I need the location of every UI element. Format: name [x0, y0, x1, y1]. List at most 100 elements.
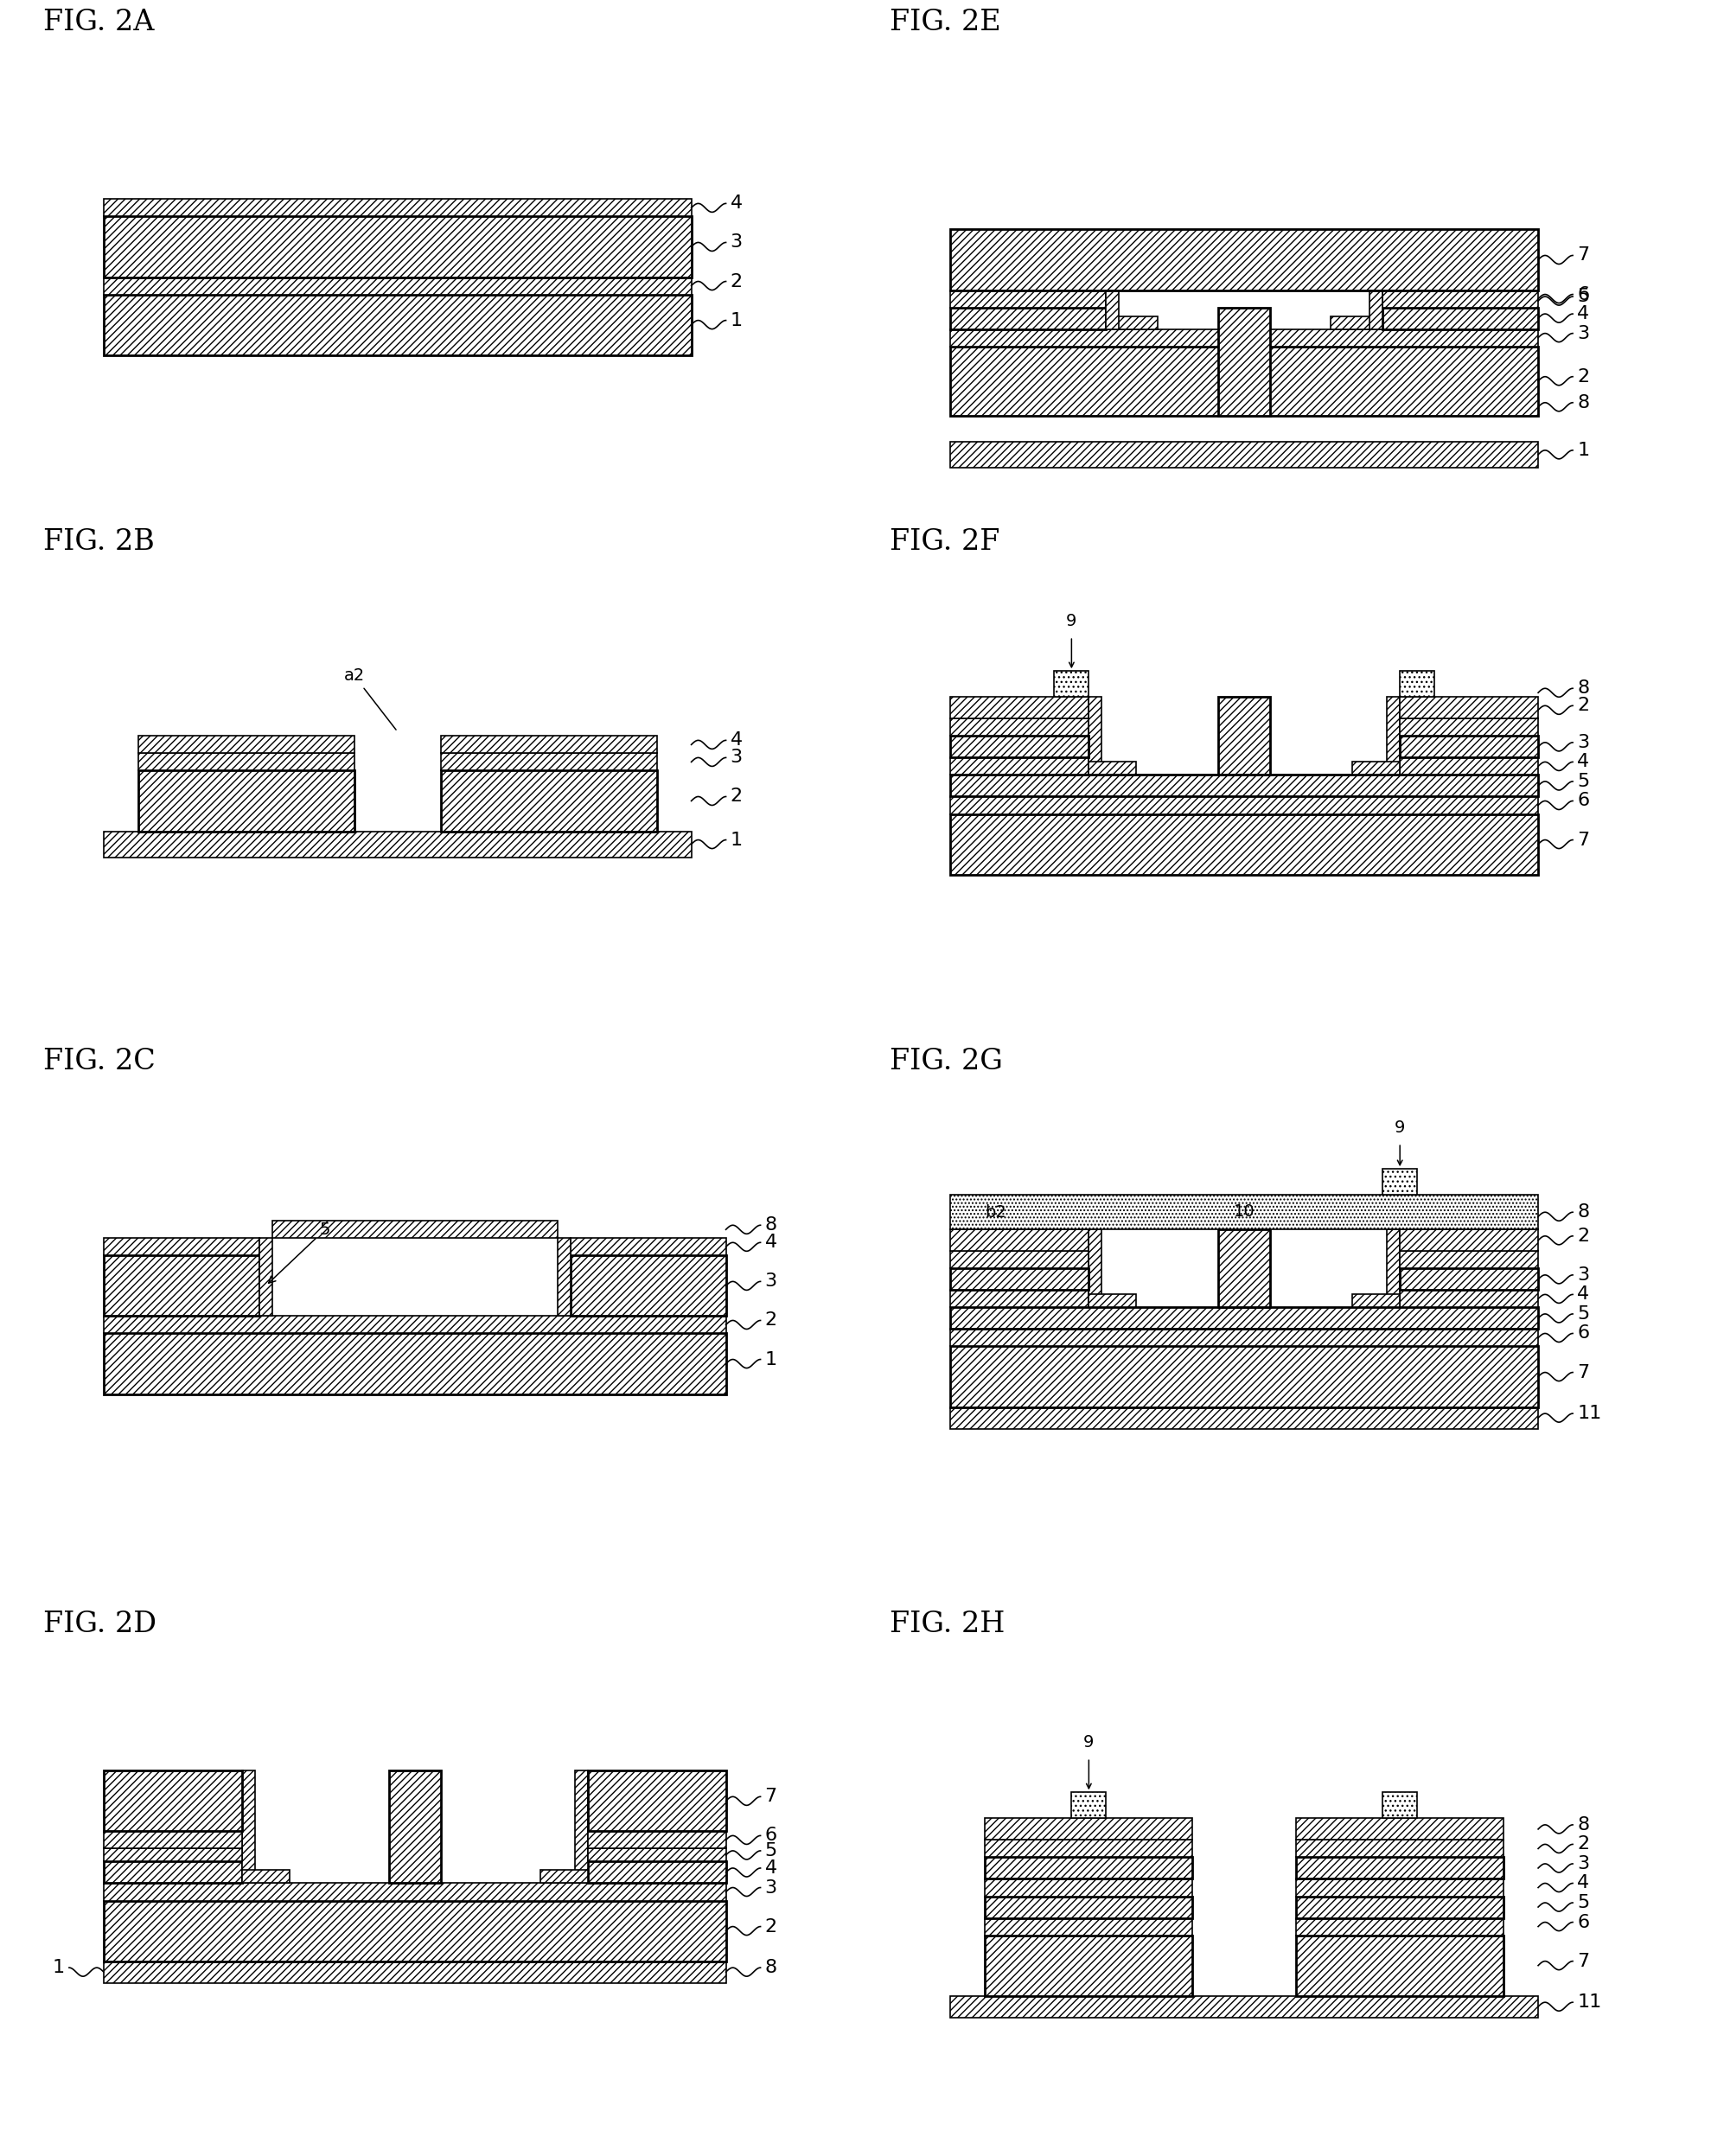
Text: 5: 5	[269, 1220, 330, 1283]
Bar	[104, 198, 691, 216]
Bar	[104, 1830, 241, 1848]
Bar	[986, 1839, 1193, 1856]
Text: 4: 4	[731, 731, 743, 748]
Bar	[1088, 1294, 1136, 1307]
Bar	[541, 1869, 587, 1882]
Bar	[441, 752, 657, 770]
Bar	[104, 295, 691, 356]
Bar	[104, 278, 691, 295]
Text: 7: 7	[1578, 832, 1590, 849]
Bar	[1352, 761, 1400, 774]
Bar	[260, 1238, 272, 1315]
Bar	[951, 347, 1538, 416]
Bar	[951, 757, 1088, 774]
Text: FIG. 2H: FIG. 2H	[890, 1611, 1006, 1639]
Bar	[139, 770, 354, 832]
Bar	[1400, 718, 1538, 735]
Text: 8: 8	[765, 1960, 777, 1977]
Bar	[1071, 1792, 1105, 1818]
Text: 3: 3	[1578, 1266, 1590, 1283]
Bar	[1382, 308, 1538, 330]
Bar	[272, 1220, 558, 1238]
Bar	[575, 1770, 587, 1882]
Text: 5: 5	[1578, 289, 1590, 306]
Text: 1: 1	[1578, 442, 1590, 459]
Text: 8: 8	[1578, 395, 1590, 412]
Text: 4: 4	[1578, 1874, 1590, 1893]
Text: 5: 5	[1578, 772, 1590, 789]
Bar	[1382, 1792, 1417, 1818]
Bar	[1400, 1229, 1538, 1250]
Bar	[1105, 278, 1119, 330]
Text: 4: 4	[1578, 1285, 1590, 1302]
Text: 7: 7	[1578, 1953, 1590, 1971]
Bar	[1054, 671, 1088, 696]
Text: 8: 8	[1578, 1203, 1590, 1220]
Bar	[1088, 696, 1102, 774]
Text: 11: 11	[1578, 1406, 1601, 1423]
Bar	[1218, 308, 1270, 416]
Text: 1: 1	[731, 832, 743, 849]
Text: 3: 3	[1578, 733, 1590, 750]
Text: 4: 4	[731, 194, 743, 211]
Bar	[986, 1878, 1193, 1897]
Bar	[951, 1250, 1088, 1268]
Bar	[1400, 671, 1434, 696]
Bar	[1331, 317, 1382, 330]
Bar	[1400, 757, 1538, 774]
Text: 6: 6	[765, 1826, 777, 1843]
Text: 4: 4	[1578, 306, 1590, 323]
Text: FIG. 2C: FIG. 2C	[43, 1048, 156, 1076]
Text: 2: 2	[1578, 369, 1590, 386]
Bar	[441, 735, 657, 752]
Bar	[139, 752, 354, 770]
Bar	[1088, 761, 1136, 774]
Bar	[1371, 278, 1382, 330]
Text: 1: 1	[53, 1960, 65, 1977]
Bar	[241, 1770, 255, 1882]
Text: 6: 6	[1578, 1915, 1590, 1932]
Bar	[1388, 1229, 1400, 1307]
Bar	[104, 1770, 241, 1830]
Bar	[986, 1936, 1193, 1996]
Bar	[1297, 1936, 1504, 1996]
Text: 3: 3	[1578, 326, 1590, 343]
Text: 2: 2	[731, 787, 743, 804]
Text: 3: 3	[1578, 1854, 1590, 1871]
Text: FIG. 2E: FIG. 2E	[890, 9, 1001, 37]
Text: FIG. 2A: FIG. 2A	[43, 9, 154, 37]
Bar	[1218, 1229, 1270, 1307]
Text: 5: 5	[1578, 1304, 1590, 1322]
Bar	[1400, 1268, 1538, 1289]
Bar	[951, 1408, 1538, 1429]
Bar	[951, 815, 1538, 875]
Bar	[951, 442, 1538, 468]
Text: 3: 3	[765, 1272, 777, 1289]
Text: 3: 3	[731, 233, 743, 250]
Text: 3: 3	[765, 1878, 777, 1897]
Bar	[104, 1902, 725, 1962]
Bar	[986, 1856, 1193, 1878]
Bar	[104, 1238, 260, 1255]
Text: b2: b2	[986, 1203, 1006, 1220]
Text: 3: 3	[731, 748, 743, 765]
Text: 6: 6	[1578, 1324, 1590, 1341]
Bar	[951, 1307, 1538, 1328]
Text: 8: 8	[1578, 1815, 1590, 1833]
Bar	[951, 718, 1088, 735]
Text: 7: 7	[1578, 246, 1590, 263]
Bar	[1088, 1229, 1102, 1307]
Bar	[951, 1229, 1088, 1250]
Bar	[1297, 1878, 1504, 1897]
Bar	[1297, 1818, 1504, 1839]
Bar	[1105, 317, 1158, 330]
Bar	[570, 1238, 725, 1255]
Bar	[1382, 291, 1538, 308]
Text: 9: 9	[1066, 612, 1076, 630]
Bar	[587, 1848, 725, 1861]
Bar	[1388, 696, 1400, 774]
Bar	[104, 832, 691, 858]
Bar	[951, 774, 1538, 796]
Bar	[104, 1962, 725, 1984]
Bar	[139, 735, 354, 752]
